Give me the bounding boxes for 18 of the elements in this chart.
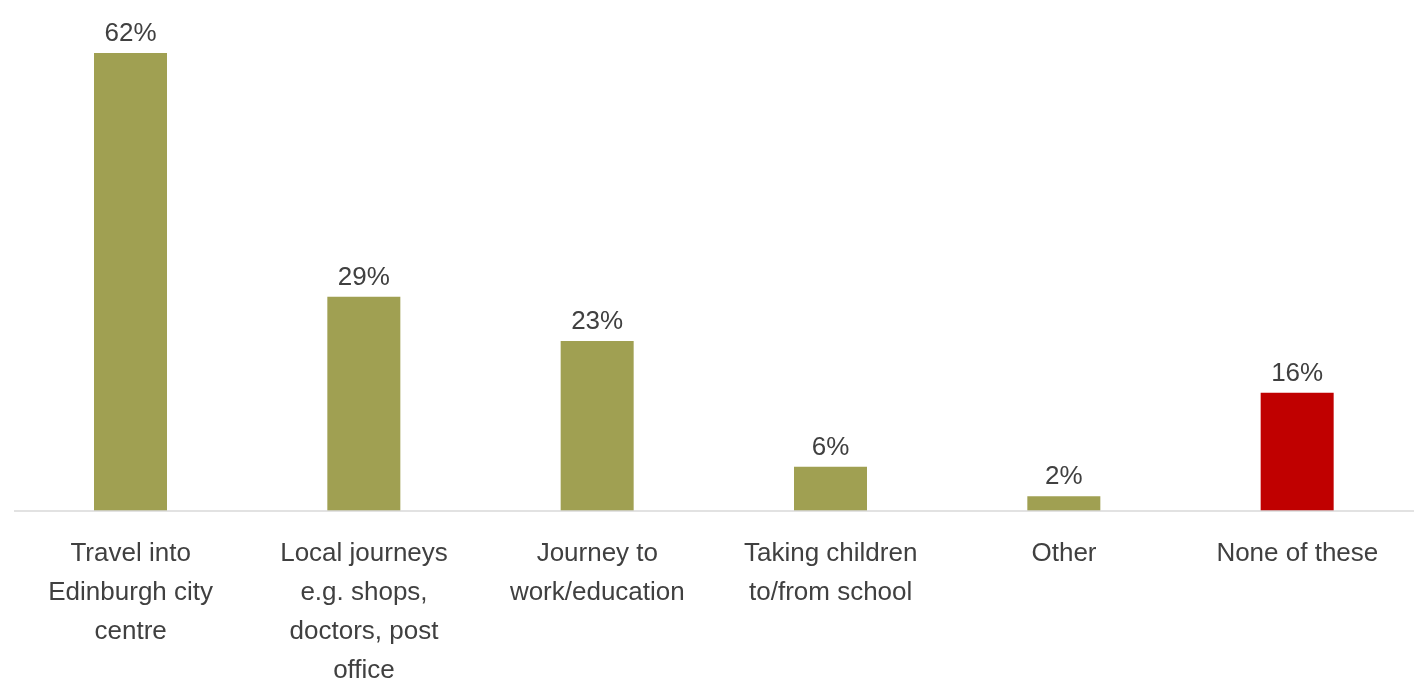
data-label: 2%	[1045, 460, 1083, 491]
data-label: 6%	[811, 430, 850, 461]
x-tick-label: Travel into Edinburgh city centre	[48, 537, 214, 645]
bar	[1027, 496, 1101, 511]
data-label: 29%	[337, 260, 390, 291]
x-tick-label: Taking children to/from school	[743, 537, 918, 606]
bar	[1260, 392, 1334, 511]
data-label: 62%	[104, 17, 157, 47]
data-label: 23%	[571, 305, 624, 336]
x-tick-label: Local journeys e.g. shops, doctors, post office	[280, 537, 448, 684]
bar	[560, 341, 634, 511]
x-tick-label: Journey to work/education	[508, 537, 685, 606]
x-tick-label: Other	[1031, 537, 1097, 567]
bar	[94, 53, 167, 511]
bar	[794, 466, 867, 511]
x-tick-label: None of these	[1216, 537, 1379, 567]
bar	[327, 296, 401, 511]
data-label: 16%	[1271, 356, 1324, 387]
